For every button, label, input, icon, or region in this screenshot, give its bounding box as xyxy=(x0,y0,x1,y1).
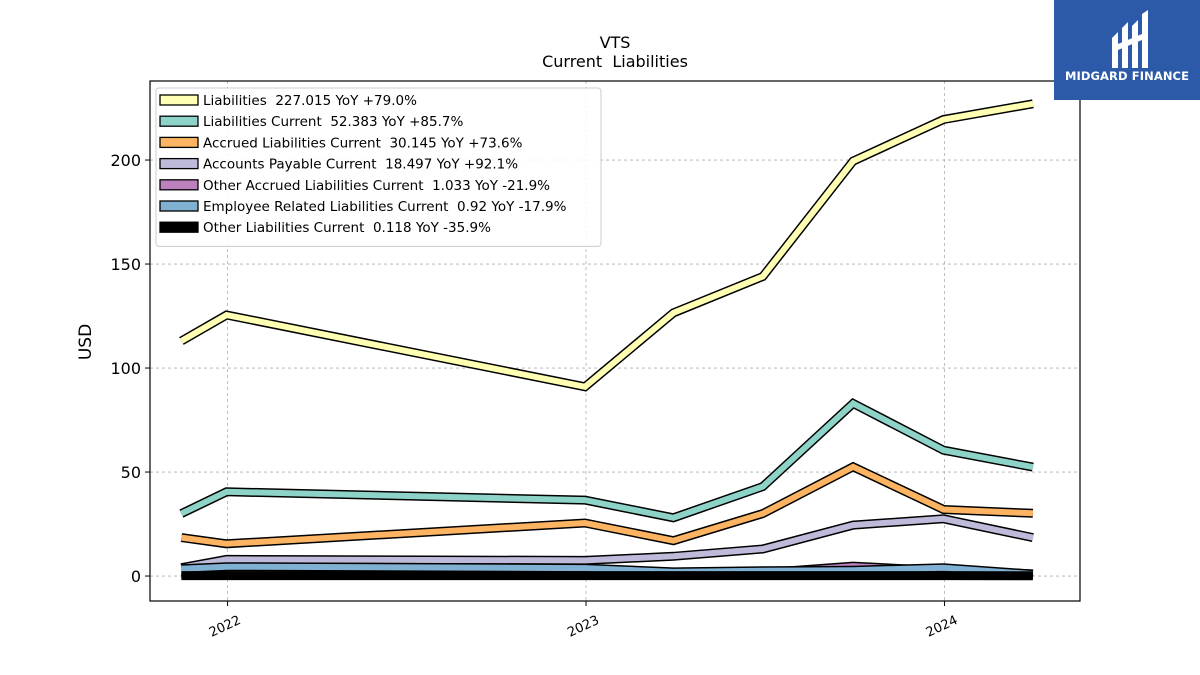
data-point xyxy=(584,559,586,561)
series-line xyxy=(179,99,1034,392)
data-point xyxy=(180,340,182,342)
data-point xyxy=(584,567,586,569)
data-point xyxy=(180,575,182,577)
legend: Liabilities 227.015 YoY +79.0% Liabilitie… xyxy=(155,87,602,247)
data-point xyxy=(762,513,764,515)
legend-entry-label: Accrued Liabilities Current 30.145 YoY +… xyxy=(203,135,523,151)
data-point xyxy=(226,543,228,545)
data-point xyxy=(1032,466,1034,468)
series-line xyxy=(180,461,1034,549)
data-point xyxy=(1032,537,1034,539)
legend-swatch xyxy=(159,136,199,149)
legend-entry-label: Liabilities Current 52.383 YoY +85.7% xyxy=(203,114,463,130)
midgard-logo-icon xyxy=(1112,10,1148,68)
legend-box xyxy=(155,87,602,247)
y-tick-label: 150 xyxy=(110,255,141,274)
data-point xyxy=(943,509,944,510)
data-point xyxy=(762,570,764,572)
data-point xyxy=(672,575,674,577)
data-point xyxy=(762,548,764,550)
data-point xyxy=(1032,103,1034,105)
data-point xyxy=(584,386,586,388)
legend-swatch xyxy=(159,200,199,212)
y-tick-label: 100 xyxy=(110,359,141,378)
data-point xyxy=(584,499,586,501)
data-point xyxy=(852,402,854,404)
data-point xyxy=(226,566,228,568)
series-line xyxy=(180,514,1034,573)
data-point xyxy=(226,575,228,577)
data-point xyxy=(672,540,674,542)
data-point xyxy=(762,486,764,488)
data-point xyxy=(943,518,944,520)
series-line-fill xyxy=(180,463,1034,547)
data-point xyxy=(762,575,764,577)
x-tick-label: 2022 xyxy=(207,613,243,641)
y-tick-label: 0 xyxy=(131,567,141,586)
data-point xyxy=(943,449,944,451)
data-point xyxy=(852,524,854,526)
legend-swatch xyxy=(159,221,199,233)
legend-entry-label: Other Accrued Liabilities Current 1.033 … xyxy=(203,178,550,194)
y-axis-label: USD xyxy=(76,324,96,360)
data-point xyxy=(672,517,674,519)
series-lines xyxy=(179,99,1034,581)
y-tick-label: 50 xyxy=(121,463,141,482)
data-point xyxy=(226,314,228,316)
legend-swatch xyxy=(159,94,199,106)
data-point xyxy=(180,513,182,515)
chart-subtitle: Current Liabilities xyxy=(542,52,688,71)
data-point xyxy=(762,276,764,277)
data-point xyxy=(672,555,674,557)
data-point xyxy=(852,160,854,162)
y-tick-label: 200 xyxy=(110,151,141,170)
x-tick-label: 2024 xyxy=(924,613,960,641)
legend-entry-label: Accounts Payable Current 18.497 YoY +92.… xyxy=(203,157,518,173)
legend-entry-label: Liabilities 227.015 YoY +79.0% xyxy=(203,93,417,109)
data-point xyxy=(584,522,586,524)
x-tick-label: 2023 xyxy=(565,613,601,641)
chart-title: VTS xyxy=(600,33,631,52)
series-line-fill xyxy=(180,515,1034,571)
series-line-fill xyxy=(179,100,1034,391)
data-point xyxy=(672,312,674,314)
series-line xyxy=(179,397,1034,523)
data-point xyxy=(852,575,854,577)
data-point xyxy=(180,568,182,570)
plot-frame xyxy=(149,80,1081,602)
data-point xyxy=(943,119,944,120)
series-line xyxy=(180,571,1034,581)
legend-swatch xyxy=(159,157,199,170)
series-line-outline xyxy=(179,397,1034,523)
data-point xyxy=(852,466,854,468)
legend-entry-label: Other Liabilities Current 0.118 YoY -35.… xyxy=(203,220,491,236)
data-point xyxy=(852,569,854,571)
brand-name: MIDGARD FINANCE xyxy=(1064,69,1190,83)
data-point xyxy=(943,575,944,577)
series-line-fill xyxy=(180,399,1034,521)
legend-entry-label: Employee Related Liabilities Current 0.9… xyxy=(203,199,567,215)
data-point xyxy=(180,537,182,539)
data-point xyxy=(1032,512,1034,514)
data-point xyxy=(584,575,586,577)
legend-swatch xyxy=(159,115,199,127)
data-point xyxy=(1032,575,1034,577)
brand-logo: MIDGARD FINANCE xyxy=(1054,0,1200,100)
data-point xyxy=(226,558,228,560)
legend-swatch xyxy=(159,179,199,191)
data-point xyxy=(943,567,944,569)
data-point xyxy=(226,491,228,493)
